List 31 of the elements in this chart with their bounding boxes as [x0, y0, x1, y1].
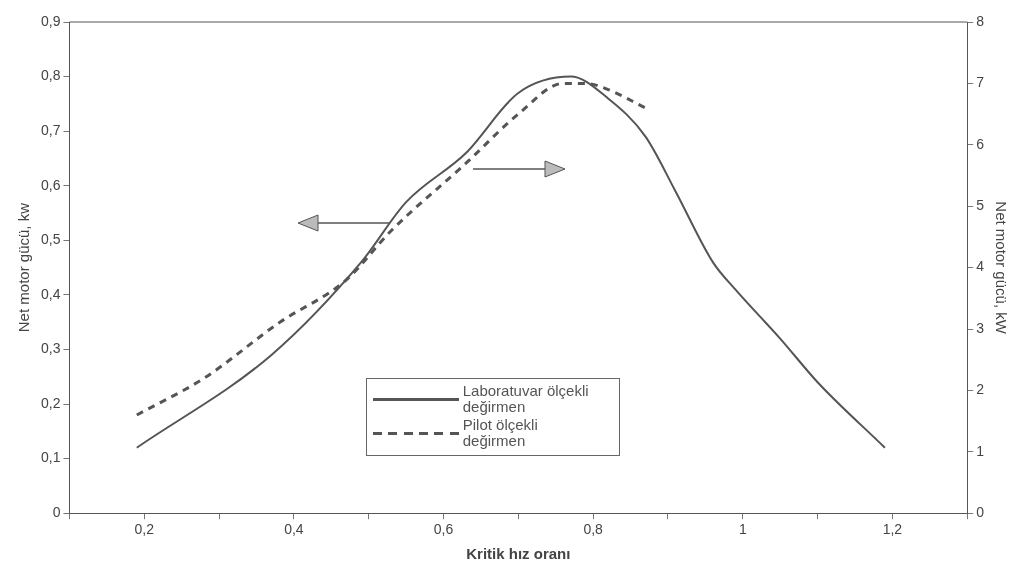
line-series: [135, 75, 886, 449]
y2-tick-label: 0: [976, 504, 985, 521]
y2-axis-title: Net motor gücü, kW: [992, 201, 1010, 335]
y-tick-label: 0,3: [40, 340, 61, 357]
y2-tick-label: 7: [976, 74, 985, 91]
y-tick-label: 0,1: [40, 449, 61, 466]
y-tick-label: 0,8: [40, 67, 61, 84]
y-tick-label: 0,7: [40, 122, 61, 139]
y-tick-label: 0,4: [40, 285, 61, 302]
x-tick-label: 0,6: [433, 521, 454, 538]
x-tick-label: 0,4: [284, 521, 304, 538]
x-tick-label: 1,2: [882, 521, 903, 538]
x-tick-label: 0,8: [583, 521, 604, 538]
legend-label: Laboratuvar ölçekli değirmen: [462, 382, 590, 416]
y-tick-label: 0,2: [40, 394, 61, 411]
y2-tick-label: 3: [976, 319, 985, 336]
y-tick-label: 0,9: [40, 12, 61, 29]
legend-label: Pilot ölçekli değirmen: [462, 416, 539, 450]
x-axis-title: Kritik hız oranı: [466, 545, 571, 563]
y2-tick-label: 6: [976, 135, 985, 152]
y-tick-label: 0,6: [40, 176, 61, 193]
y-tick-label: 0: [52, 504, 61, 521]
y2-tick-label: 5: [976, 197, 985, 214]
x-tick-label: 0,2: [134, 521, 155, 538]
y2-tick-label: 1: [976, 442, 985, 459]
x-tick-label: 1: [738, 521, 747, 538]
y2-tick-label: 2: [976, 381, 985, 398]
y-tick-label: 0,5: [40, 231, 61, 248]
y2-tick-label: 4: [976, 258, 985, 275]
y2-tick-label: 8: [976, 12, 985, 29]
y-axis-title: Net motor gücü, kw: [15, 202, 33, 333]
